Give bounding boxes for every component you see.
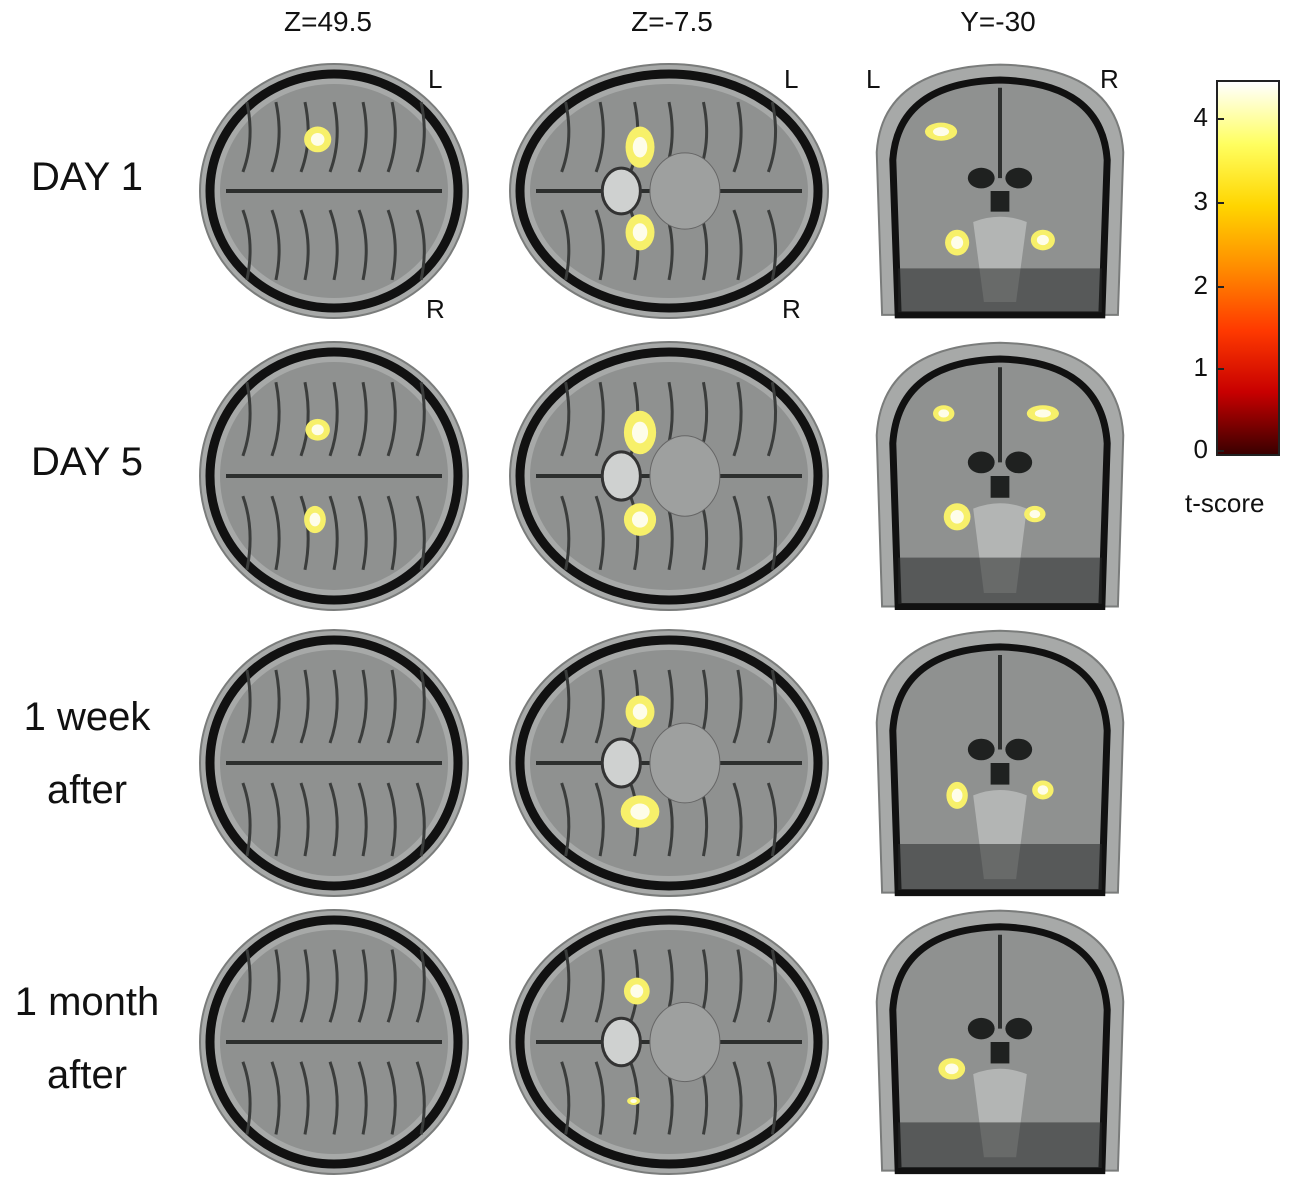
activation-cluster: [1024, 505, 1046, 523]
brain-slice-day1-coronal: [866, 62, 1134, 320]
brain-slice-image: [509, 629, 829, 897]
brain-slice-image: [199, 909, 469, 1175]
activation-cluster: [1026, 405, 1059, 422]
brain-slice-image: [199, 63, 469, 319]
orientation-label-left: L: [784, 64, 799, 94]
colorbar-tick-mark: [1216, 202, 1224, 204]
activation-cluster: [625, 214, 655, 251]
colorbar-gradient: [1216, 80, 1280, 456]
brain-slice-week1-axial-inferior: [508, 628, 830, 898]
brain-slice-image: [509, 909, 829, 1175]
brain-slice-day5-coronal: [866, 340, 1134, 612]
row-label-line: 1 week: [23, 695, 151, 739]
activation-cluster: [1032, 780, 1054, 800]
brain-slice-week1-axial-superior: [198, 628, 470, 898]
brain-slice-image: [509, 341, 829, 611]
colorbar-tick-mark: [1216, 118, 1224, 120]
brain-slice-image: [875, 909, 1125, 1175]
row-label-line: after: [46, 768, 128, 812]
colorbar-tick-label: 0: [1193, 434, 1208, 464]
column-header-zminus7: Z=-7.5: [631, 6, 713, 37]
brain-slice-month1-axial-superior: [198, 908, 470, 1176]
brain-slice-month1-axial-inferior: [508, 908, 830, 1176]
brain-slice-image: [875, 341, 1125, 611]
activation-cluster: [945, 229, 970, 256]
orientation-label-right: R: [782, 294, 801, 324]
brain-slice-day5-axial-inferior: [508, 340, 830, 612]
row-label-day1: DAY 1: [0, 155, 182, 200]
colorbar-tick-mark: [1216, 286, 1224, 288]
orientation-label-left: L: [866, 64, 881, 94]
activation-cluster: [1030, 229, 1055, 251]
activation-cluster: [946, 781, 968, 809]
orientation-label-left: L: [428, 64, 443, 94]
row-label-line: DAY 1: [31, 155, 143, 199]
row-label-line: 1 month: [14, 980, 160, 1024]
column-header-z49: Z=49.5: [284, 6, 372, 37]
brain-slice-image: [509, 63, 829, 319]
row-label-week1: 1 week after: [0, 695, 182, 813]
activation-cluster: [938, 1058, 966, 1080]
brain-slice-day5-axial-superior: [198, 340, 470, 612]
activation-cluster: [623, 410, 657, 455]
activation-cluster: [943, 503, 971, 531]
brain-slice-day1-axial-superior: [198, 62, 470, 320]
colorbar-tick-label: 4: [1193, 102, 1208, 132]
activation-cluster: [627, 1096, 641, 1105]
colorbar-tick-mark: [1216, 368, 1224, 370]
activation-cluster: [924, 122, 958, 141]
colorbar: 4 3 2 1 0 t-score: [1180, 80, 1300, 520]
brain-slice-image: [875, 629, 1125, 897]
brain-slice-day1-axial-inferior: [508, 62, 830, 320]
colorbar-tick-mark: [1216, 450, 1224, 452]
activation-cluster: [623, 503, 657, 536]
brain-slice-week1-coronal: [866, 628, 1134, 898]
brain-slice-image: [199, 629, 469, 897]
activation-cluster: [625, 126, 655, 168]
orientation-label-right: R: [1100, 64, 1119, 94]
brain-slice-month1-coronal: [866, 908, 1134, 1176]
row-label-line: after: [46, 1053, 128, 1097]
row-label-line: DAY 5: [31, 440, 143, 484]
activation-cluster: [304, 126, 332, 153]
colorbar-label: t-score: [1185, 488, 1265, 518]
activation-cluster: [933, 405, 955, 422]
row-label-month1: 1 month after: [0, 980, 182, 1098]
orientation-label-right: R: [426, 294, 445, 324]
brain-slice-image: [875, 63, 1125, 319]
column-header-yminus30: Y=-30: [960, 6, 1036, 37]
row-label-day5: DAY 5: [0, 440, 182, 485]
activation-cluster: [305, 418, 330, 441]
colorbar-tick-label: 2: [1193, 270, 1208, 300]
brain-slice-image: [199, 341, 469, 611]
colorbar-tick-label: 3: [1193, 186, 1208, 216]
colorbar-tick-label: 1: [1193, 352, 1208, 382]
activation-cluster: [623, 977, 650, 1005]
activation-cluster: [620, 795, 660, 828]
activation-cluster: [625, 695, 655, 728]
activation-cluster: [304, 505, 326, 534]
